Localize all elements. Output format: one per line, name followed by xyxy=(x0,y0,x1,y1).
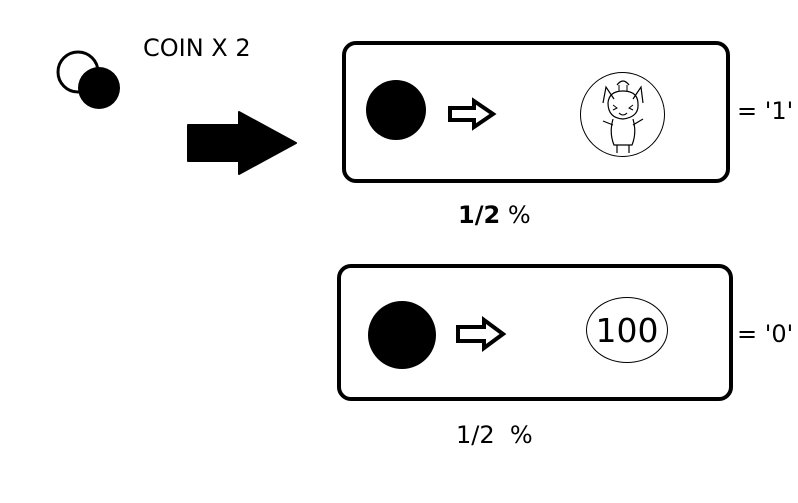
outcome-1-probability: 1/2 % xyxy=(458,201,531,229)
black-coin-icon xyxy=(368,301,436,369)
hundred-token: 100 xyxy=(586,297,668,363)
probability-unit: % xyxy=(507,201,531,229)
character-face-icon xyxy=(602,80,644,153)
coin-pair-icon xyxy=(56,50,120,109)
outcome-1-value-label: = '1' xyxy=(737,97,794,125)
probability-fraction: 1/2 xyxy=(458,201,501,229)
outline-right-arrow-icon xyxy=(456,316,507,352)
big-right-arrow-icon xyxy=(187,111,297,175)
coin-count-title: COIN X 2 xyxy=(143,34,251,62)
probability-unit: % xyxy=(509,421,533,449)
outcome-2-probability: 1/2 % xyxy=(456,421,533,449)
black-coin-icon xyxy=(78,67,120,109)
outline-right-arrow-icon xyxy=(448,97,497,131)
black-coin-icon xyxy=(366,80,426,140)
probability-fraction: 1/2 xyxy=(456,421,495,449)
character-token xyxy=(580,72,665,157)
outcome-2-value-label: = '0' xyxy=(737,320,794,348)
